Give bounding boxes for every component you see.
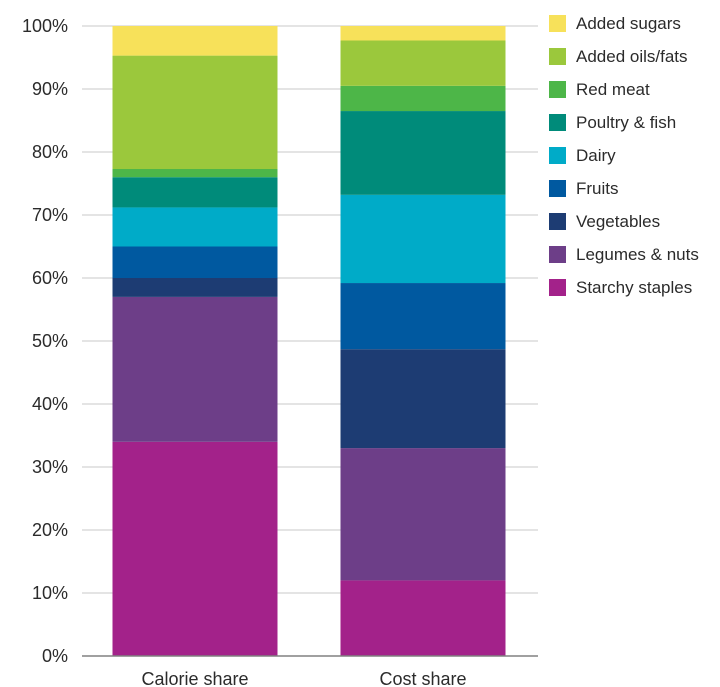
legend-label: Added oils/fats — [576, 47, 688, 66]
y-tick-label: 10% — [32, 583, 68, 603]
legend-swatch — [549, 81, 566, 98]
legend-label: Dairy — [576, 146, 616, 165]
legend-item: Red meat — [549, 80, 650, 99]
legend-item: Legumes & nuts — [549, 245, 699, 264]
legend-label: Starchy staples — [576, 278, 692, 297]
x-category-label: Calorie share — [141, 669, 248, 687]
legend-label: Red meat — [576, 80, 650, 99]
legend-swatch — [549, 48, 566, 65]
bar-segment-red-meat — [112, 169, 278, 178]
legend-swatch — [549, 114, 566, 131]
bar-segment-added-oils-fats — [340, 40, 506, 86]
legend-item: Starchy staples — [549, 278, 692, 297]
bar-segment-legumes-nuts — [112, 296, 278, 442]
legend-item: Added oils/fats — [549, 47, 688, 66]
legend-label: Legumes & nuts — [576, 245, 699, 264]
legend-swatch — [549, 15, 566, 32]
y-axis-ticks: 0% 10% 20% 30% 40% 50% 60% 70% 80% 90% 100% — [22, 16, 68, 666]
legend-item: Poultry & fish — [549, 113, 676, 132]
legend-label: Poultry & fish — [576, 113, 676, 132]
bar-segment-added-oils-fats — [112, 55, 278, 170]
y-tick-label: 80% — [32, 142, 68, 162]
bar-segment-poultry-fish — [340, 111, 506, 195]
y-tick-label: 0% — [42, 646, 68, 666]
x-axis-categories: Calorie share Cost share — [141, 669, 466, 687]
legend-swatch — [549, 246, 566, 263]
bar-segment-fruits — [112, 246, 278, 278]
x-category-label: Cost share — [379, 669, 466, 687]
legend-label: Fruits — [576, 179, 619, 198]
legend-item: Vegetables — [549, 212, 660, 231]
bar-segment-dairy — [340, 194, 506, 284]
legend-swatch — [549, 147, 566, 164]
bar-segment-starchy-staples — [340, 580, 506, 656]
y-tick-label: 90% — [32, 79, 68, 99]
y-tick-label: 70% — [32, 205, 68, 225]
bar-segment-added-sugars — [340, 26, 506, 41]
bar-segment-poultry-fish — [112, 177, 278, 208]
legend-swatch — [549, 180, 566, 197]
bar-segment-vegetables — [112, 278, 278, 297]
legend-item: Fruits — [549, 179, 619, 198]
y-tick-label: 100% — [22, 16, 68, 36]
legend-label: Added sugars — [576, 14, 681, 33]
legend-item: Added sugars — [549, 14, 681, 33]
bar-segment-added-sugars — [112, 26, 278, 56]
y-tick-label: 60% — [32, 268, 68, 288]
bar-segment-fruits — [340, 283, 506, 350]
bar-segment-red-meat — [340, 85, 506, 112]
y-tick-label: 30% — [32, 457, 68, 477]
legend-swatch — [549, 213, 566, 230]
bar-segment-starchy-staples — [112, 441, 278, 656]
bar-segment-dairy — [112, 207, 278, 247]
legend: Added sugars Added oils/fats Red meat Poult… — [549, 14, 699, 297]
legend-item: Dairy — [549, 146, 616, 165]
y-tick-label: 50% — [32, 331, 68, 351]
y-tick-label: 20% — [32, 520, 68, 540]
y-tick-label: 40% — [32, 394, 68, 414]
bars — [112, 26, 506, 656]
bar-segment-legumes-nuts — [340, 448, 506, 581]
legend-label: Vegetables — [576, 212, 660, 231]
bar-segment-vegetables — [340, 349, 506, 449]
legend-swatch — [549, 279, 566, 296]
